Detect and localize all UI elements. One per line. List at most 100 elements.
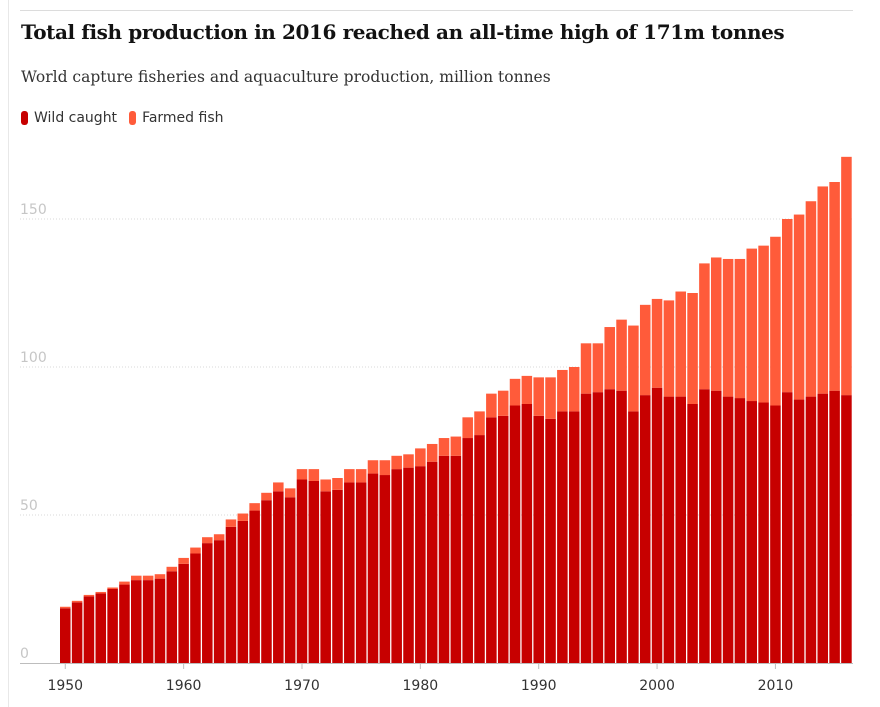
bar-farmed-fish-1985 (474, 411, 485, 436)
bar-wild-caught-1978 (391, 469, 402, 663)
bar-farmed-fish-1968 (273, 482, 284, 492)
bar-wild-caught-1976 (367, 473, 379, 663)
bar-farmed-fish-2001 (663, 300, 675, 397)
x-tick-label: 1980 (403, 678, 439, 694)
bar-wild-caught-2008 (746, 401, 758, 663)
bar-wild-caught-1952 (83, 596, 95, 663)
bar-farmed-fish-2007 (734, 258, 746, 399)
bar-wild-caught-2004 (699, 389, 710, 663)
bar-wild-caught-1967 (261, 500, 272, 663)
bar-wild-caught-1958 (154, 578, 166, 663)
bar-wild-caught-1972 (320, 491, 331, 663)
bar-wild-caught-1984 (462, 438, 473, 663)
bar-wild-caught-1979 (403, 467, 414, 663)
y-tick-label: 150 (20, 202, 47, 218)
bar-farmed-fish-1978 (391, 455, 402, 470)
bar-farmed-fish-1971 (308, 469, 320, 481)
bar-wild-caught-2003 (687, 404, 698, 663)
bar-farmed-fish-1974 (344, 469, 355, 483)
y-tick-label: 50 (20, 498, 38, 514)
x-tick-label: 2000 (639, 678, 675, 694)
bar-wild-caught-1950 (60, 608, 71, 663)
bar-farmed-fish-1977 (379, 460, 391, 476)
bar-farmed-fish-1979 (403, 454, 414, 468)
bar-farmed-fish-1996 (604, 327, 615, 390)
bar-wild-caught-1997 (616, 390, 627, 663)
y-axis-ticks: 0 50 100 150 (20, 202, 47, 662)
legend-label-farmed: Farmed fish (142, 110, 224, 126)
bar-farmed-fish-1995 (592, 343, 604, 393)
bar-wild-caught-1960 (178, 563, 189, 663)
bar-wild-caught-2006 (722, 396, 734, 663)
bar-wild-caught-1962 (202, 543, 213, 663)
bar-wild-caught-1964 (225, 526, 237, 663)
bar-farmed-fish-1980 (415, 448, 426, 467)
bar-wild-caught-1983 (450, 455, 462, 663)
bar-farmed-fish-1964 (225, 519, 237, 527)
bar-wild-caught-1955 (119, 584, 130, 663)
bar-wild-caught-2011 (781, 392, 793, 663)
bar-wild-caught-2010 (770, 405, 781, 663)
bar-farmed-fish-1957 (142, 575, 154, 581)
bar-farmed-fish-1987 (497, 390, 509, 416)
bar-farmed-fish-1984 (462, 417, 473, 439)
x-tick-label: 1990 (521, 678, 557, 694)
bar-farmed-fish-1961 (190, 547, 201, 554)
bar-wild-caught-2007 (734, 398, 746, 663)
legend: Wild caught Farmed fish (21, 110, 236, 126)
bar-wild-caught-1998 (628, 411, 639, 663)
bar-wild-caught-1969 (284, 497, 296, 663)
bar-wild-caught-1991 (545, 418, 556, 663)
bar-farmed-fish-1983 (450, 436, 462, 456)
bar-wild-caught-1961 (190, 553, 201, 663)
bar-farmed-fish-1998 (628, 325, 639, 412)
bar-farmed-fish-1969 (284, 488, 296, 498)
bar-farmed-fish-1986 (486, 393, 497, 418)
chart-subtitle: World capture fisheries and aquaculture … (21, 68, 551, 86)
bar-farmed-fish-1965 (237, 513, 249, 521)
bar-wild-caught-1965 (237, 520, 249, 663)
bar-farmed-fish-1952 (83, 594, 95, 597)
bar-farmed-fish-1975 (355, 469, 367, 483)
bar-wild-caught-1968 (273, 491, 284, 663)
bar-farmed-fish-1960 (178, 557, 189, 564)
x-tick-label: 1970 (284, 678, 320, 694)
bar-wild-caught-1977 (379, 475, 391, 663)
bar-farmed-fish-2000 (651, 298, 663, 388)
bar-wild-caught-2015 (829, 390, 840, 663)
bar-farmed-fish-2004 (699, 263, 710, 390)
bar-farmed-fish-1956 (131, 575, 142, 581)
bar-wild-caught-1971 (308, 480, 320, 663)
bar-farmed-fish-2006 (722, 258, 734, 397)
bar-farmed-fish-1991 (545, 377, 556, 419)
bar-farmed-fish-1973 (332, 478, 343, 490)
bar-wild-caught-1973 (332, 489, 343, 663)
bar-farmed-fish-2014 (817, 186, 829, 394)
bar-farmed-fish-1959 (166, 566, 178, 572)
bar-wild-caught-1966 (249, 510, 260, 663)
bar-wild-caught-1980 (415, 466, 426, 663)
bar-wild-caught-1995 (592, 392, 604, 663)
bar-farmed-fish-1962 (202, 537, 213, 544)
bar-wild-caught-1963 (213, 540, 225, 663)
bar-farmed-fish-1963 (213, 534, 225, 541)
y-tick-label: 0 (20, 646, 29, 662)
x-tick-label: 2010 (758, 678, 794, 694)
bar-wild-caught-2014 (817, 393, 829, 663)
bar-farmed-fish-2012 (793, 214, 805, 400)
bar-wild-caught-1986 (486, 417, 497, 663)
bar-wild-caught-1981 (426, 461, 438, 663)
bar-farmed-fish-1955 (119, 581, 130, 585)
bar-farmed-fish-2011 (781, 219, 793, 393)
bar-farmed-fish-2009 (758, 245, 769, 403)
bar-farmed-fish-1976 (367, 460, 379, 474)
bar-wild-caught-1982 (438, 455, 450, 663)
bar-farmed-fish-1958 (154, 574, 166, 579)
bar-farmed-fish-1989 (521, 375, 533, 404)
bar-farmed-fish-1999 (639, 304, 651, 396)
chart-title: Total fish production in 2016 reached an… (21, 20, 785, 44)
bar-wild-caught-1989 (521, 404, 533, 663)
bar-layer (60, 156, 852, 663)
legend-item-farmed: Farmed fish (129, 110, 224, 126)
